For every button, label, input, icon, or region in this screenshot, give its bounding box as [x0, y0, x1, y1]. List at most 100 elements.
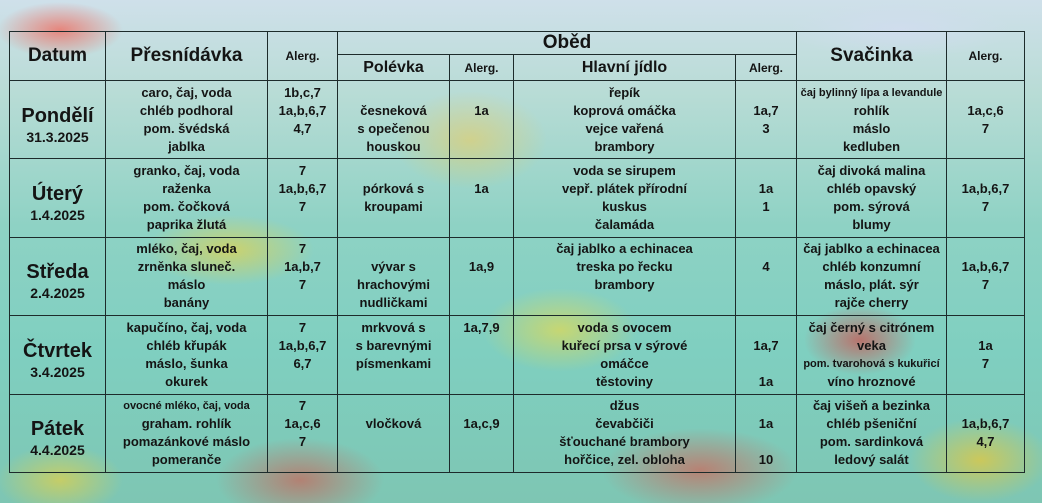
svacinka-line: chléb pšeniční [826, 416, 917, 432]
day-row: Pondělí 31.3.2025 caro, čaj, voda chléb pod… [9, 79, 1025, 160]
svacinka-line: blumy [852, 217, 891, 233]
svacinka-cell: čaj višeň a bezinka chléb pšeniční pom. sa… [796, 393, 947, 474]
svacinka-alerg-line: 7 [981, 277, 990, 293]
presnidavka-line: ovocné mléko, čaj, voda [123, 400, 250, 413]
presnidavka-cell: ovocné mléko, čaj, voda graham. rohlík pom… [105, 393, 268, 474]
hlavni-jidlo-line: šťouchané brambory [559, 434, 690, 450]
svacinka-alerg-line [948, 451, 1024, 469]
presnidavka-cell: caro, čaj, voda chléb podhoral pom. švédsk… [105, 79, 268, 160]
polevka-line [339, 397, 449, 415]
day-name: Středa [26, 261, 89, 284]
svacinka-alerg-line [948, 240, 1024, 258]
presnidavka-line: banány [163, 295, 210, 311]
presnidavka-line: pomazánkové máslo [122, 434, 251, 450]
header-presnidavka: Přesnídávka [105, 31, 268, 81]
day-row: Pátek 4.4.2025 ovocné mléko, čaj, voda grah… [9, 393, 1025, 474]
polevka-alerg-line [451, 337, 513, 355]
hlavni-jidlo-cell: čaj jablko a echinacea treska po řecku bra… [513, 236, 736, 317]
hlavni-jidlo-line: brambory [594, 277, 655, 293]
hlavni-jidlo-line: omáčce [600, 355, 649, 371]
hlavni-alerg-line [737, 216, 796, 234]
svacinka-line: veka [857, 337, 886, 353]
hlavni-alerg-line: 1a [758, 416, 774, 432]
svacinka-cell: čaj divoká malina chléb opavský pom. sýrov… [796, 158, 947, 238]
polevka-line: kroupami [364, 199, 423, 215]
header-datum: Datum [9, 31, 106, 81]
hlavni-jidlo-line: koprová omáčka [573, 102, 676, 118]
polevka-alerg-line [451, 397, 513, 415]
presnidavka-cell: kapučíno, čaj, voda chléb křupák máslo, šu… [105, 315, 268, 395]
presnidavka-alerg-cell: 7 1a,b,6,7 7 [267, 158, 338, 238]
svacinka-line: ledový salát [834, 452, 909, 468]
presnidavka-line: mléko, čaj, voda [136, 241, 237, 257]
hlavni-jidlo-line: džus [609, 398, 640, 414]
polevka-line: mrkvová s [361, 319, 426, 335]
hlavni-alerg-line: 1a,7 [753, 102, 779, 118]
svacinka-alerg-line: 7 [981, 199, 990, 215]
svacinka-line: rajče cherry [834, 295, 909, 311]
weekly-menu-table: Datum Přesnídávka Alerg. Oběd Svačinka A… [9, 31, 1025, 474]
hlavni-alerg-cell: 4 [735, 236, 797, 317]
hlavni-jidlo-cell: voda s ovocem kuřecí prsa v sýrové omáčce t… [513, 315, 736, 395]
day-date: 2.4.2025 [30, 285, 85, 302]
day-date: 3.4.2025 [30, 363, 85, 380]
day-row: Středa 2.4.2025 mléko, čaj, voda zrněnka sl… [9, 236, 1025, 317]
polevka-cell: vločková [337, 393, 450, 474]
hlavni-jidlo-line [515, 294, 735, 312]
header-alerg: Alerg. [735, 54, 797, 81]
polevka-alerg-line [451, 84, 513, 102]
svacinka-alerg-line [948, 162, 1024, 180]
svacinka-alerg-line: 7 [981, 355, 990, 371]
polevka-alerg-cell: 1a,9 [449, 236, 514, 317]
menu-body: Pondělí 31.3.2025 caro, čaj, voda chléb pod… [9, 79, 1025, 474]
hlavni-jidlo-line: vejce vařená [585, 120, 664, 136]
svacinka-line: čaj bylinný lípa a levandule [800, 86, 943, 99]
presnidavka-line: graham. rohlík [141, 416, 232, 432]
presnidavka-alerg-cell: 1b,c,7 1a,b,6,7 4,7 [267, 79, 338, 160]
hlavni-alerg-cell: 1a 1 [735, 158, 797, 238]
svacinka-alerg-line: 4,7 [976, 434, 995, 450]
hlavni-alerg-line [737, 294, 796, 312]
day-row: Úterý 1.4.2025 granko, čaj, voda raženka pom… [9, 158, 1025, 238]
hlavni-alerg-line [737, 138, 796, 156]
polevka-line: s barevnými [355, 337, 432, 353]
presnidavka-line: pomeranče [151, 452, 222, 468]
presnidavka-alerg-line: 7 [298, 241, 307, 257]
day-date: 1.4.2025 [30, 207, 85, 224]
hlavni-alerg-cell: 1a 10 [735, 393, 797, 474]
day-name: Pátek [30, 418, 85, 441]
polevka-alerg-line: 1a [474, 181, 489, 197]
presnidavka-alerg-line: 7 [298, 398, 307, 414]
polevka-line [339, 240, 449, 258]
hlavni-jidlo-line: brambory [594, 138, 655, 154]
header-hlavni-jidlo: Hlavní jídlo [513, 54, 736, 81]
presnidavka-alerg-line: 1a,b,6,7 [278, 337, 327, 353]
presnidavka-cell: mléko, čaj, voda zrněnka sluneč. máslo baná… [105, 236, 268, 317]
presnidavka-line: granko, čaj, voda [133, 163, 240, 179]
day-date: 31.3.2025 [26, 128, 89, 145]
svacinka-alerg-line: 1a,b,6,7 [961, 416, 1010, 432]
header-obed: Oběd [337, 31, 797, 55]
svacinka-line: čaj černý s citrónem [808, 319, 935, 335]
presnidavka-line: pom. švédská [143, 120, 230, 136]
polevka-line: nudličkami [359, 295, 428, 311]
hlavni-jidlo-line: čalamáda [594, 217, 655, 233]
svacinka-cell: čaj bylinný lípa a levandule rohlík máslo k… [796, 79, 947, 160]
hlavni-alerg-line [737, 240, 796, 258]
svacinka-alerg-line: 1a,b,6,7 [961, 259, 1010, 275]
svacinka-line: pom. tvarohová s kukuřicí [803, 357, 940, 370]
svacinka-cell: čaj černý s citrónem veka pom. tvarohová s… [796, 315, 947, 395]
svacinka-alerg-cell: 1a,b,6,7 4,7 [946, 393, 1025, 474]
polevka-line: hrachovými [357, 277, 430, 293]
polevka-line [339, 451, 449, 469]
presnidavka-alerg-cell: 7 1a,b,7 7 [267, 236, 338, 317]
presnidavka-alerg-line: 7 [298, 163, 307, 179]
presnidavka-alerg-line: 1a,c,6 [284, 416, 321, 432]
polevka-alerg-line [451, 138, 513, 156]
presnidavka-line: raženka [162, 181, 211, 197]
hlavni-jidlo-line: řepík [608, 84, 641, 100]
svacinka-alerg-line [948, 373, 1024, 391]
hlavni-alerg-line [737, 84, 796, 102]
presnidavka-line: máslo, šunka [145, 355, 228, 371]
svacinka-alerg-line: 1a,c,6 [967, 102, 1004, 118]
